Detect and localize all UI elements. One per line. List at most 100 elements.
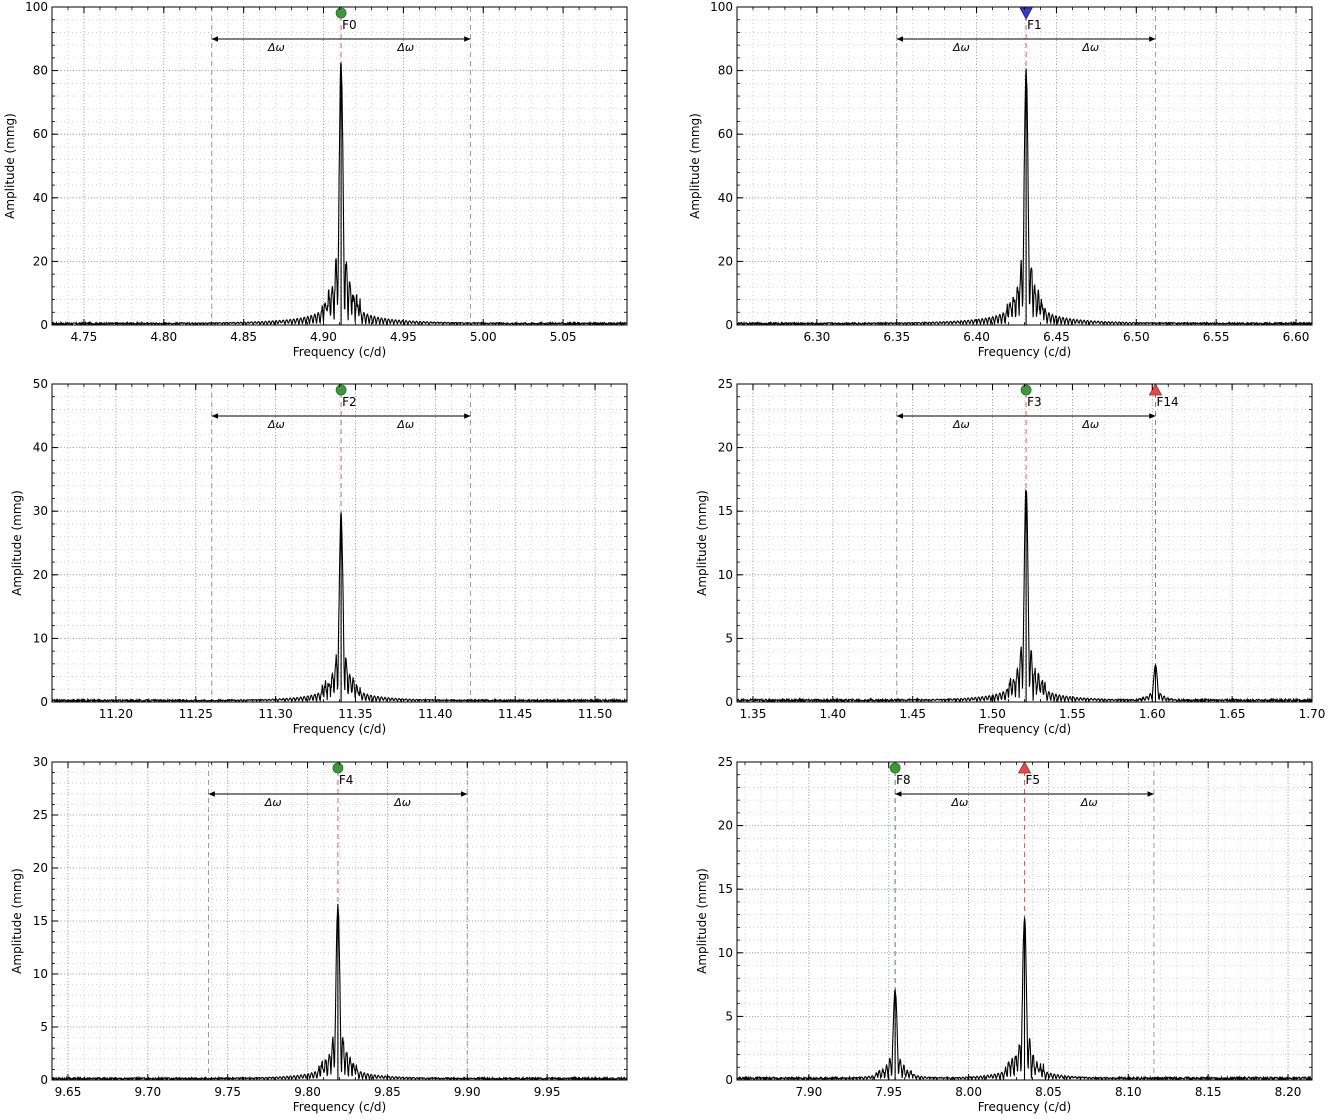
y-tick-label: 40 [33,191,48,205]
delta-omega-label-right: Δω [1081,418,1099,431]
x-tick-label: 9.75 [214,1085,241,1099]
y-tick-label: 30 [33,755,48,769]
y-tick-label: 80 [718,64,733,78]
spectrum-line [737,916,1312,1080]
grid [737,7,1312,325]
ticks [737,383,1313,703]
y-tick-label: 0 [725,1073,733,1087]
plot-area [737,762,1312,1080]
x-tick-label: 11.50 [578,707,612,721]
x-axis-label: Frequency (c/d) [293,345,386,359]
x-tick-label: 4.85 [230,330,257,344]
y-axis-label: Amplitude (mmg) [3,113,17,219]
ticks [52,761,628,1081]
x-tick-label: 11.25 [179,707,213,721]
y-tick-label: 25 [718,377,733,391]
y-tick-label: 40 [33,441,48,455]
chart-panel-0: F0 Δω Δω 4.75 4.80 4.85 4.90 4.95 5.00 5.05 0 20 40 6… [3,0,628,359]
plot-area [52,7,627,325]
x-tick-label: 11.30 [258,707,292,721]
x-tick-label: 4.90 [310,330,337,344]
x-tick-label: 8.00 [955,1085,982,1099]
x-tick-label: 6.35 [883,330,910,344]
x-tick-label: 6.50 [1123,330,1150,344]
x-tick-label: 9.85 [374,1085,401,1099]
x-tick-label: 1.70 [1299,707,1326,721]
x-tick-label: 1.60 [1139,707,1166,721]
x-tick-label: 6.60 [1283,330,1310,344]
x-tick-label: 8.15 [1195,1085,1222,1099]
chart-panel-5: F5 F8 Δω Δω 7.90 7.95 8.00 8.05 8.10 8.15 8.20 0 5 10… [695,755,1313,1114]
x-tick-label: 4.95 [390,330,417,344]
delta-omega-label-left: Δω [952,41,970,54]
x-tick-label: 1.35 [740,707,767,721]
y-axis-label: Amplitude (mmg) [10,490,24,596]
y-tick-label: 10 [718,946,733,960]
chart-panel-4: F4 Δω Δω 9.65 9.70 9.75 9.80 9.85 9.90 9.95 0 5 10 15… [10,755,628,1114]
y-tick-label: 5 [40,1020,48,1034]
marker-label-F8: F8 [896,773,911,787]
marker-label-F14: F14 [1156,395,1178,409]
y-tick-label: 0 [40,318,48,332]
delta-omega-label-left: Δω [264,796,282,809]
y-tick-label: 100 [25,0,48,14]
y-tick-label: 15 [718,504,733,518]
ticks [51,383,628,703]
marker-F2 [335,384,347,396]
x-tick-label: 4.80 [150,330,177,344]
marker-F14 [1148,383,1163,396]
marker-F1 [1019,7,1033,20]
delta-omega-label-left: Δω [267,418,285,431]
x-tick-label: 5.00 [470,330,497,344]
y-tick-label: 20 [33,568,48,582]
ticks [52,6,628,326]
marker-label-F4: F4 [339,773,354,787]
x-tick-label: 8.05 [1035,1085,1062,1099]
y-tick-label: 80 [33,64,48,78]
y-tick-label: 100 [710,0,733,14]
y-axis-label: Amplitude (mmg) [695,490,709,596]
y-tick-label: 25 [718,755,733,769]
x-tick-label: 7.90 [796,1085,823,1099]
chart-panel-2: F2 Δω Δω 11.20 11.25 11.30 11.35 11.40 11.45 11.5… [10,377,628,736]
y-tick-label: 10 [33,967,48,981]
x-tick-label: 9.95 [534,1085,561,1099]
x-tick-label: 9.70 [134,1085,161,1099]
chart-panel-1: F1 Δω Δω 6.30 6.35 6.40 6.45 6.50 6.55 6.60 0 20 40 6… [688,0,1313,359]
spectrum-line [52,512,627,702]
y-tick-label: 40 [718,191,733,205]
y-tick-label: 30 [33,504,48,518]
marker-label-F2: F2 [342,395,357,409]
y-tick-label: 20 [33,254,48,268]
delta-omega-label-left: Δω [950,796,968,809]
y-tick-label: 20 [33,861,48,875]
x-tick-label: 1.65 [1219,707,1246,721]
axes-frame [736,761,1313,1081]
y-tick-label: 20 [718,441,733,455]
x-tick-label: 9.90 [454,1085,481,1099]
plot-area [737,7,1312,325]
x-tick-label: 11.45 [498,707,532,721]
marker-F0 [335,7,347,19]
y-tick-label: 60 [718,127,733,141]
y-tick-label: 60 [33,127,48,141]
x-tick-label: 8.10 [1115,1085,1142,1099]
y-tick-label: 20 [718,254,733,268]
marker-F4 [332,762,344,774]
marker-F5 [1017,761,1032,774]
x-axis-label: Frequency (c/d) [978,345,1071,359]
x-tick-label: 7.95 [875,1085,902,1099]
y-tick-label: 0 [40,695,48,709]
y-tick-label: 10 [33,631,48,645]
marker-label-F5: F5 [1026,773,1041,787]
x-axis-label: Frequency (c/d) [293,722,386,736]
x-tick-label: 1.40 [819,707,846,721]
y-tick-label: 0 [725,695,733,709]
delta-omega-label-left: Δω [952,418,970,431]
x-tick-label: 11.20 [99,707,133,721]
x-tick-label: 9.65 [55,1085,82,1099]
y-tick-label: 25 [33,808,48,822]
x-tick-label: 9.80 [294,1085,321,1099]
grid [737,762,1312,1080]
